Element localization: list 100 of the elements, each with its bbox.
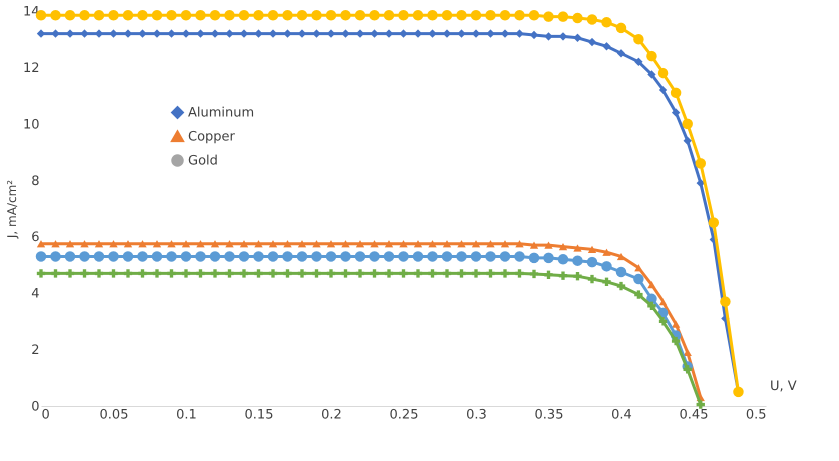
point (326, 10, 336, 20)
point (80, 269, 89, 278)
point (472, 269, 480, 278)
point (94, 240, 104, 248)
point (586, 256, 598, 268)
point (558, 271, 568, 280)
point (616, 252, 626, 260)
point (720, 296, 731, 307)
point (356, 269, 364, 278)
point (370, 269, 379, 278)
legend-label: Copper (188, 130, 236, 144)
point (298, 269, 306, 278)
point (210, 251, 220, 262)
point (296, 251, 308, 262)
point (456, 251, 467, 262)
point (486, 240, 495, 248)
point (634, 58, 643, 66)
point (124, 269, 132, 278)
point (182, 240, 190, 248)
point (283, 240, 292, 248)
point (268, 269, 278, 278)
point (384, 251, 394, 262)
point (268, 251, 278, 262)
point (682, 118, 693, 130)
point (586, 14, 598, 25)
point (515, 269, 524, 278)
point (312, 269, 321, 278)
point (354, 10, 366, 20)
point (225, 240, 234, 248)
point (124, 240, 132, 248)
point (66, 240, 74, 248)
point (283, 269, 292, 278)
point (500, 251, 510, 262)
point (254, 240, 263, 248)
point (109, 269, 118, 278)
x-axis-title: U, V (770, 379, 797, 394)
point (152, 10, 162, 20)
y-axis-title: J, mA/cm² (4, 180, 19, 240)
point (66, 269, 74, 278)
point (633, 274, 644, 284)
point (442, 240, 452, 248)
point (369, 10, 380, 20)
point (588, 38, 596, 46)
y-tick-label: 8 (31, 174, 40, 189)
point (530, 30, 538, 40)
point (558, 11, 568, 22)
point (412, 10, 424, 20)
point (180, 10, 192, 20)
point (369, 251, 380, 262)
point (672, 108, 680, 117)
point (558, 254, 568, 265)
point (253, 251, 264, 262)
point (36, 240, 46, 248)
point (94, 269, 104, 278)
point (500, 269, 510, 278)
point (658, 68, 668, 78)
point (414, 240, 422, 248)
point (573, 34, 582, 42)
point (122, 10, 134, 20)
point (588, 246, 596, 254)
point (238, 251, 250, 262)
point (384, 269, 394, 278)
point (152, 240, 162, 248)
point (50, 251, 61, 262)
point (414, 269, 422, 278)
point (166, 10, 177, 20)
point (79, 251, 90, 262)
point (196, 240, 205, 248)
x-tick-label: 0.4 (611, 408, 632, 422)
point (340, 251, 351, 262)
point (240, 269, 248, 278)
point (167, 269, 176, 278)
x-tick-label: 0.05 (100, 408, 128, 422)
point (646, 50, 657, 62)
point (399, 269, 408, 278)
point (399, 240, 408, 248)
point (672, 320, 680, 328)
point (514, 10, 525, 20)
point (543, 252, 554, 264)
point (166, 251, 177, 262)
point (616, 22, 626, 34)
point (64, 10, 76, 20)
point (238, 10, 250, 20)
point (384, 10, 394, 20)
point (268, 10, 278, 20)
point (312, 240, 321, 248)
point (616, 282, 626, 290)
point (94, 251, 104, 262)
point (296, 10, 308, 20)
point (94, 10, 104, 20)
point (195, 10, 206, 20)
point (684, 365, 692, 374)
y-tick-label: 4 (31, 286, 40, 302)
point (658, 298, 668, 306)
point (696, 400, 705, 409)
point (109, 240, 118, 248)
point (225, 269, 234, 278)
point (36, 269, 46, 278)
point (240, 240, 248, 248)
point (442, 251, 452, 262)
